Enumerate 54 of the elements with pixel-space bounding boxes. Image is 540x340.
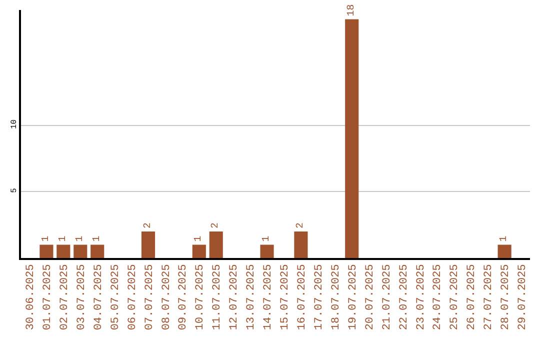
x-tick-label: 12.07.2025 [228, 264, 241, 330]
data-label: 2 [295, 222, 306, 228]
data-label: 1 [194, 236, 205, 242]
x-tick-label: 25.07.2025 [449, 264, 462, 330]
x-tick-label: 02.07.2025 [58, 264, 71, 330]
x-tick-label: 22.07.2025 [398, 264, 410, 330]
x-tick-label: 20.07.2025 [364, 264, 376, 330]
x-tick-label: 30.06.2025 [25, 264, 38, 330]
data-label: 1 [40, 236, 52, 242]
x-tick-label: 26.07.2025 [466, 264, 478, 330]
bar [209, 231, 223, 258]
bar [74, 244, 88, 258]
x-tick-label: 17.07.2025 [313, 264, 326, 330]
x-tick-label: 01.07.2025 [42, 264, 54, 330]
bar [192, 244, 206, 258]
bar [498, 244, 512, 258]
data-label: 2 [210, 222, 222, 228]
x-tick-label: 07.07.2025 [144, 264, 156, 330]
x-tick-label: 16.07.2025 [296, 264, 309, 330]
x-tick-label: 08.07.2025 [160, 264, 173, 330]
x-tick-label: 09.07.2025 [178, 264, 190, 330]
data-label: 2 [142, 222, 154, 228]
data-label: 1 [58, 236, 69, 242]
data-label: 1 [92, 236, 103, 242]
x-tick-label: 03.07.2025 [76, 264, 88, 330]
bar [40, 244, 54, 258]
data-label: 1 [499, 236, 510, 242]
x-tick-label: 18.07.2025 [330, 264, 342, 330]
x-tick-label: 28.07.2025 [500, 264, 512, 330]
data-label: 18 [346, 4, 358, 16]
x-tick-label: 14.07.2025 [262, 264, 275, 330]
x-tick-label: 11.07.2025 [212, 264, 224, 330]
x-tick-label: 21.07.2025 [381, 264, 394, 330]
x-tick-label: 27.07.2025 [483, 264, 496, 330]
x-tick-label: 23.07.2025 [415, 264, 428, 330]
x-tick-label: 05.07.2025 [110, 264, 122, 330]
x-tick-label: 10.07.2025 [194, 264, 207, 330]
bar [294, 231, 308, 258]
x-tick-label: 24.07.2025 [432, 264, 444, 330]
x-tick-label: 29.07.2025 [517, 264, 530, 330]
y-tick-label: 10 [10, 119, 20, 129]
bar [141, 231, 156, 258]
data-label: 1 [74, 236, 86, 242]
bar [90, 244, 104, 258]
bar [260, 244, 274, 258]
y-tick-label: 5 [10, 188, 20, 193]
x-tick-label: 15.07.2025 [280, 264, 292, 330]
x-tick-label: 13.07.2025 [246, 264, 258, 330]
bar [56, 244, 70, 258]
bar [345, 19, 359, 258]
x-tick-label: 19.07.2025 [347, 264, 360, 330]
x-tick-label: 04.07.2025 [92, 264, 105, 330]
data-label: 1 [262, 236, 273, 242]
x-tick-label: 06.07.2025 [126, 264, 139, 330]
